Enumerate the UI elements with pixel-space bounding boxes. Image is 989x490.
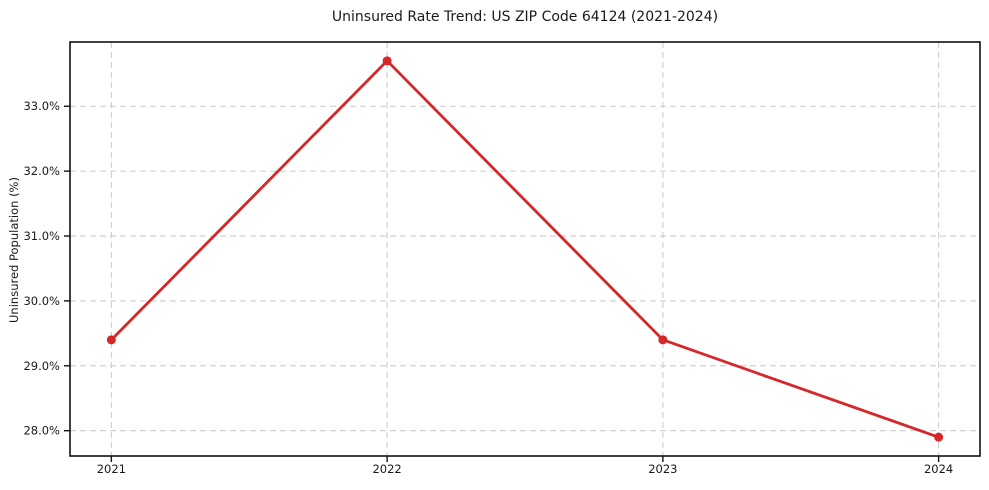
data-point (106, 335, 116, 345)
y-tick-label: 33.0% (23, 99, 60, 113)
y-tick-label: 31.0% (23, 229, 60, 243)
x-tick-label: 2024 (924, 462, 953, 476)
data-point (658, 335, 668, 345)
x-tick-label: 2022 (372, 462, 401, 476)
x-tick-label: 2023 (648, 462, 677, 476)
data-point (382, 56, 392, 66)
chart-title: Uninsured Rate Trend: US ZIP Code 64124 … (331, 9, 719, 25)
y-tick-label: 29.0% (23, 359, 60, 373)
plot-border (69, 41, 981, 457)
trend-line (110, 58, 940, 439)
data-point (934, 432, 944, 442)
y-tick-label: 30.0% (23, 294, 60, 308)
y-axis-label: Uninsured Population (%) (7, 177, 21, 323)
y-tick-label: 32.0% (23, 164, 60, 178)
y-tick-label: 28.0% (23, 424, 60, 438)
x-tick-label: 2021 (97, 462, 126, 476)
